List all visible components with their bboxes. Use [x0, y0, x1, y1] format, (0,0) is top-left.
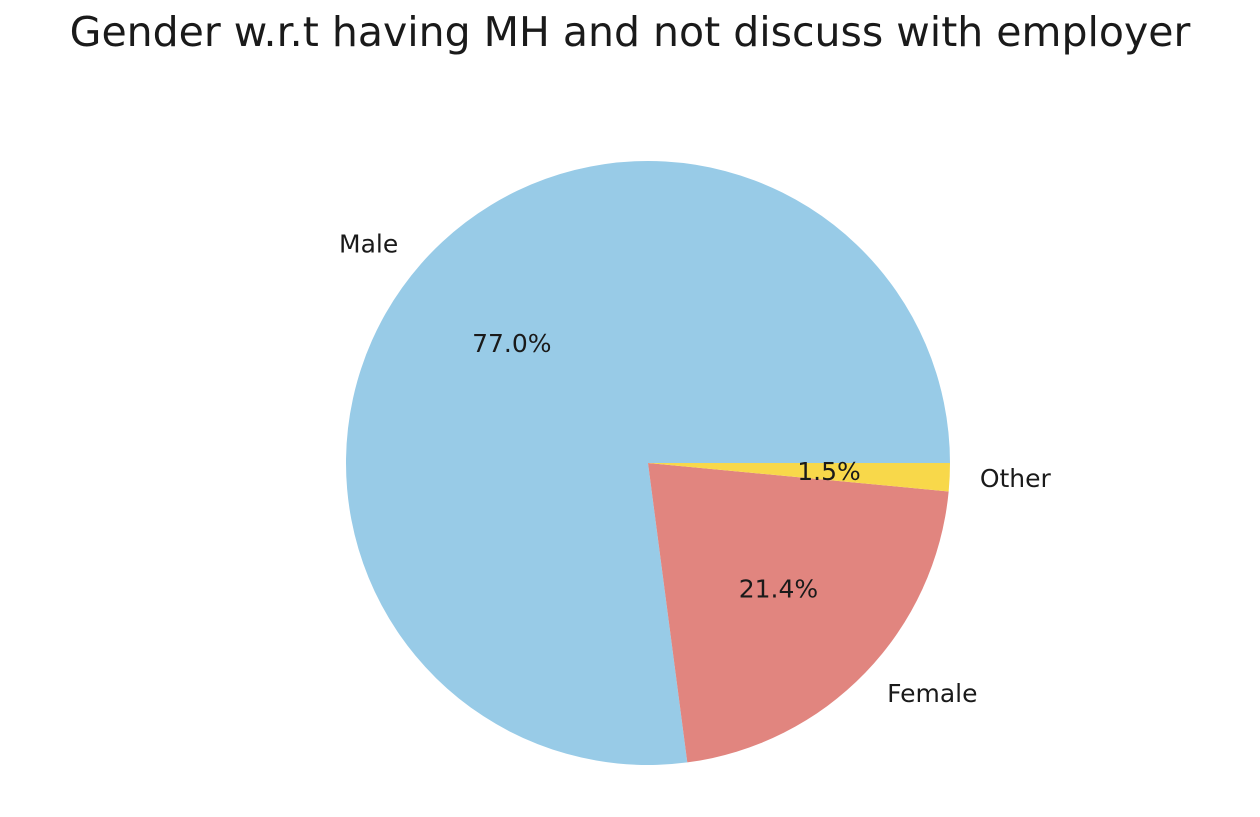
slice-label-other: Other — [980, 464, 1052, 493]
pie-slice-female — [648, 463, 949, 763]
pie-labels: Male 77.0% Female 21.4% Other 1.5% — [339, 229, 1051, 708]
chart-title: Gender w.r.t having MH and not discuss w… — [70, 8, 1191, 56]
slice-percent-female: 21.4% — [739, 574, 818, 603]
pie-slice-male — [345, 160, 951, 765]
slice-label-male: Male — [339, 229, 398, 258]
slice-label-female: Female — [887, 679, 977, 708]
pie-slices — [345, 160, 951, 765]
pie-slice-other — [648, 463, 950, 492]
slice-percent-other: 1.5% — [797, 457, 861, 486]
slice-percent-male: 77.0% — [472, 329, 551, 358]
